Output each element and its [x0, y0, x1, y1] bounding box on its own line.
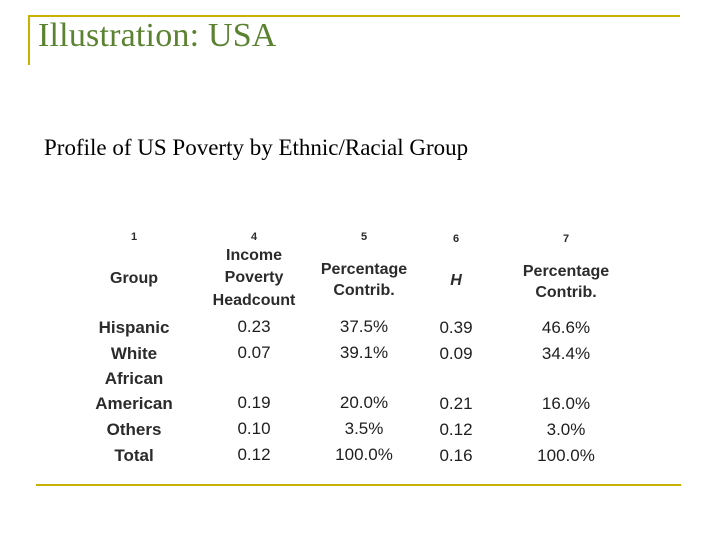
row-pct2: 3.0% — [546, 420, 586, 439]
header-income-line2: Poverty — [224, 269, 284, 286]
header-group: Group — [110, 270, 158, 287]
row-headcount: 0.19 — [237, 393, 271, 412]
row-h: 0.12 — [439, 420, 473, 439]
row-headcount: 0.10 — [237, 419, 271, 438]
column-number-7: 7 — [562, 233, 570, 245]
row-group-total: Total — [114, 446, 154, 465]
header-income-line1: Income — [225, 247, 283, 264]
row-pct1: 39.1% — [339, 343, 389, 362]
bottom-rule — [36, 484, 681, 486]
row-h: 0.39 — [439, 318, 473, 337]
row-headcount: 0.12 — [237, 445, 271, 464]
header-pct2-line1: Percentage — [522, 263, 610, 280]
slide-title: Illustration: USA — [38, 17, 277, 54]
header-income-line3: Headcount — [212, 292, 296, 309]
column-number-6: 6 — [452, 233, 460, 245]
row-pct2: 16.0% — [541, 394, 591, 413]
row-group: Hispanic — [98, 318, 170, 337]
row-group-line1: African — [104, 369, 164, 388]
top-rule — [28, 15, 680, 17]
row-pct2: 100.0% — [537, 446, 595, 465]
row-h: 0.21 — [439, 394, 473, 413]
row-h: 0.16 — [439, 446, 473, 465]
row-headcount: 0.07 — [237, 343, 271, 362]
row-pct1: 37.5% — [339, 317, 389, 336]
header-pct2-line2: Contrib. — [535, 284, 597, 301]
row-pct1: 100.0% — [335, 445, 393, 464]
header-pct1-line2: Contrib. — [333, 282, 395, 299]
column-number-5: 5 — [360, 231, 368, 243]
row-pct1: 20.0% — [339, 393, 389, 412]
column-number-4: 4 — [250, 231, 258, 243]
slide-subtitle: Profile of US Poverty by Ethnic/Racial G… — [44, 135, 469, 160]
row-group-line2: American — [95, 394, 173, 413]
header-pct1-line1: Percentage — [320, 261, 408, 278]
row-group: Others — [106, 420, 162, 439]
row-h: 0.09 — [439, 344, 473, 363]
row-pct1: 3.5% — [344, 419, 384, 438]
row-pct2: 46.6% — [541, 318, 591, 337]
left-rule — [28, 15, 30, 65]
row-headcount: 0.23 — [237, 317, 271, 336]
header-h: H — [450, 272, 462, 289]
row-group: White — [110, 344, 158, 363]
row-pct2: 34.4% — [541, 344, 591, 363]
poverty-table: 1 4 5 6 7 Group Income Poverty Headcount… — [88, 222, 628, 472]
column-number-1: 1 — [130, 231, 138, 243]
